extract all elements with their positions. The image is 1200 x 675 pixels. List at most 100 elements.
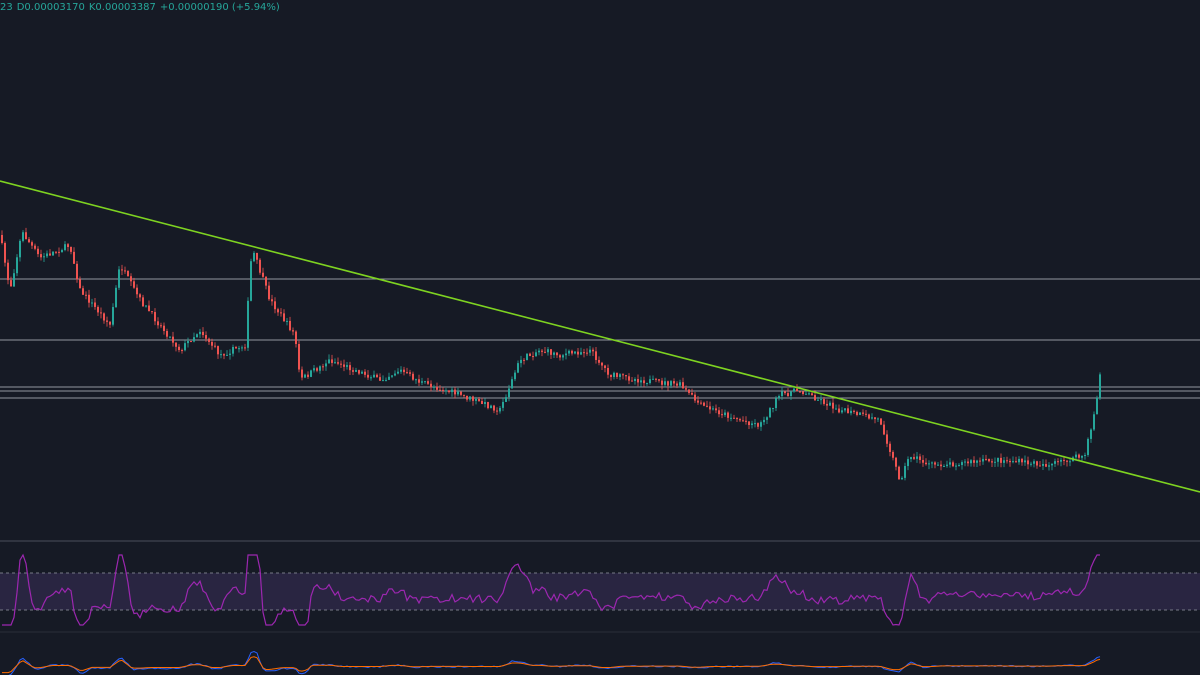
candle-body	[802, 391, 804, 394]
candle-body	[916, 456, 918, 459]
legend-header: 23 D0.00003170 K0.00003387 +0.00000190 (…	[0, 2, 280, 13]
candle-body	[238, 348, 240, 350]
candle-body	[874, 417, 876, 420]
candle-body	[94, 302, 96, 307]
candle-body	[451, 389, 453, 393]
candle-body	[304, 374, 306, 378]
candle-body	[697, 400, 699, 403]
candle-body	[712, 408, 714, 410]
candle-body	[1045, 464, 1047, 467]
candle-body	[661, 380, 663, 385]
candle-body	[40, 254, 42, 258]
candle-body	[805, 393, 807, 395]
signal-line	[2, 656, 1101, 674]
candle-body	[1048, 465, 1050, 467]
candle-body	[88, 294, 90, 303]
candle-body	[28, 239, 30, 243]
candle-body	[742, 420, 744, 422]
candle-body	[556, 352, 558, 356]
candle-body	[835, 408, 837, 410]
candle-body	[760, 422, 762, 427]
candle-body	[1000, 457, 1002, 463]
candle-body	[1090, 429, 1092, 439]
candle-body	[787, 393, 789, 396]
candle-body	[634, 379, 636, 382]
candle-body	[997, 457, 999, 462]
candle-body	[76, 263, 78, 280]
candle-body	[955, 465, 957, 467]
candle-body	[706, 405, 708, 407]
candle-body	[343, 364, 345, 367]
candle-body	[349, 365, 351, 371]
candle-body	[7, 262, 9, 281]
candle-body	[280, 312, 282, 314]
header-item: +0.00000190 (+5.94%)	[159, 2, 280, 13]
candle-body	[208, 338, 210, 342]
candle-body	[37, 248, 39, 255]
candle-body	[226, 354, 228, 356]
candle-body	[298, 343, 300, 370]
candle-body	[52, 251, 54, 256]
candle-body	[1069, 461, 1071, 463]
candle-body	[592, 349, 594, 352]
candle-body	[61, 250, 63, 253]
candle-body	[1021, 458, 1023, 463]
candle-body	[460, 391, 462, 395]
candle-body	[679, 382, 681, 386]
candle-body	[427, 381, 429, 384]
candle-body	[1, 235, 3, 244]
candle-body	[739, 419, 741, 421]
candle-body	[961, 462, 963, 466]
candle-body	[436, 386, 438, 390]
candle-body	[1039, 465, 1041, 467]
candle-body	[400, 369, 402, 372]
candle-body	[1060, 459, 1062, 462]
candle-body	[1036, 461, 1038, 466]
candle-body	[169, 336, 171, 338]
candle-body	[79, 279, 81, 289]
candle-body	[430, 383, 432, 388]
candle-body	[970, 460, 972, 464]
candle-body	[979, 460, 981, 462]
candle-body	[391, 375, 393, 377]
candle-body	[973, 460, 975, 463]
candle-body	[265, 276, 267, 286]
candle-body	[292, 330, 294, 332]
candle-body	[418, 379, 420, 383]
candle-body	[796, 388, 798, 392]
candle-body	[757, 423, 759, 427]
candles	[1, 227, 1101, 481]
candle-body	[814, 395, 816, 401]
candle-body	[511, 379, 513, 389]
candle-body	[589, 349, 591, 353]
candle-body	[823, 399, 825, 404]
candle-body	[202, 331, 204, 336]
candle-body	[832, 402, 834, 409]
candle-body	[412, 373, 414, 380]
candle-body	[115, 287, 117, 308]
candle-body	[154, 312, 156, 322]
candle-body	[499, 407, 501, 412]
candle-body	[1024, 460, 1026, 463]
candle-body	[64, 244, 66, 251]
candle-body	[1033, 461, 1035, 464]
candle-body	[112, 307, 114, 325]
candle-body	[1027, 460, 1029, 465]
candle-body	[331, 359, 333, 363]
rsi-band	[0, 573, 1200, 610]
candle-body	[769, 408, 771, 418]
candle-body	[85, 294, 87, 296]
candle-body	[166, 330, 168, 337]
candle-body	[235, 346, 237, 349]
candle-body	[964, 461, 966, 463]
candle-body	[682, 382, 684, 389]
candle-body	[1051, 463, 1053, 466]
candle-body	[193, 337, 195, 342]
candle-body	[748, 421, 750, 426]
candle-body	[1057, 461, 1059, 463]
candle-body	[1012, 461, 1014, 463]
candle-body	[1084, 455, 1086, 457]
candle-body	[628, 376, 630, 381]
candle-body	[670, 381, 672, 386]
